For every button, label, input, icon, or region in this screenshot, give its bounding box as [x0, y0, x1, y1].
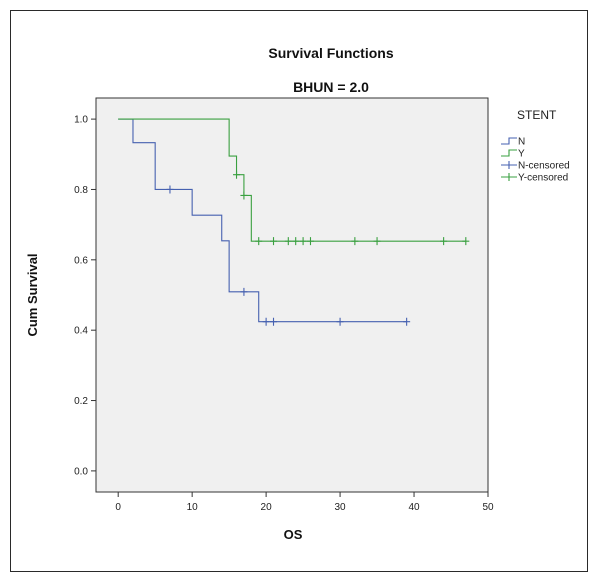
chart-title: Survival Functions — [268, 45, 393, 61]
censor-mark-Y — [255, 237, 263, 246]
y-tick-label: 0.6 — [74, 255, 88, 266]
censor-mark-N — [166, 185, 174, 194]
censor-mark-Y — [299, 237, 307, 246]
legend-label: N-censored — [518, 161, 570, 172]
y-axis-label: Cum Survival — [25, 253, 40, 336]
legend-item: Y-censored — [501, 173, 568, 184]
series-layer — [118, 118, 470, 326]
censor-mark-N — [336, 317, 344, 326]
survival-chart: Survival Functions BHUN = 2.0 Cum Surviv… — [25, 45, 570, 542]
legend-title: STENT — [517, 108, 557, 122]
x-tick-label: 40 — [408, 502, 420, 513]
censor-mark-N — [270, 317, 278, 326]
y-tick-label: 0.2 — [74, 396, 88, 407]
censor-mark-N — [240, 287, 248, 296]
censor-mark-Y — [240, 191, 248, 200]
x-tick-label: 10 — [187, 502, 199, 513]
series-line-N — [118, 118, 407, 323]
x-tick-label: 0 — [115, 502, 121, 513]
x-tick-label: 20 — [261, 502, 273, 513]
censor-mark-Y — [284, 237, 292, 246]
censor-mark-N — [403, 317, 411, 326]
legend-label: Y-censored — [518, 173, 568, 184]
x-axis-label: OS — [284, 527, 303, 542]
y-tick-label: 0.4 — [74, 326, 88, 337]
legend-label: N — [518, 137, 525, 148]
series-line-Y — [118, 118, 466, 242]
y-tick-label: 0.0 — [74, 466, 88, 477]
legend-swatch — [501, 173, 517, 181]
censor-mark-Y — [270, 237, 278, 246]
legend-item: N-censored — [501, 161, 570, 172]
chart-subtitle: BHUN = 2.0 — [293, 79, 369, 95]
legend-item: Y — [501, 149, 525, 160]
legend-item: N — [501, 137, 525, 148]
censor-mark-Y — [233, 170, 241, 179]
censor-mark-Y — [440, 237, 448, 246]
censor-mark-Y — [306, 237, 314, 246]
legend-swatch — [501, 149, 517, 157]
x-tick-label: 50 — [482, 502, 494, 513]
censor-mark-Y — [373, 237, 381, 246]
axes: 0 10 20 30 40 50 0.0 0.2 0.4 0.6 0.8 1.0 — [74, 115, 494, 513]
series-Y — [118, 118, 470, 246]
x-tick-label: 30 — [335, 502, 347, 513]
censor-mark-Y — [462, 237, 470, 246]
legend-swatch — [501, 137, 517, 145]
chart-frame: Survival Functions BHUN = 2.0 Cum Surviv… — [10, 10, 588, 572]
censor-mark-Y — [351, 237, 359, 246]
y-tick-label: 0.8 — [74, 185, 88, 196]
legend-label: Y — [518, 149, 525, 160]
censor-mark-Y — [292, 237, 300, 246]
plot-area — [95, 97, 489, 493]
series-N — [118, 118, 411, 326]
legend-swatch — [501, 161, 517, 169]
y-tick-label: 1.0 — [74, 115, 88, 126]
censor-mark-N — [262, 317, 270, 326]
